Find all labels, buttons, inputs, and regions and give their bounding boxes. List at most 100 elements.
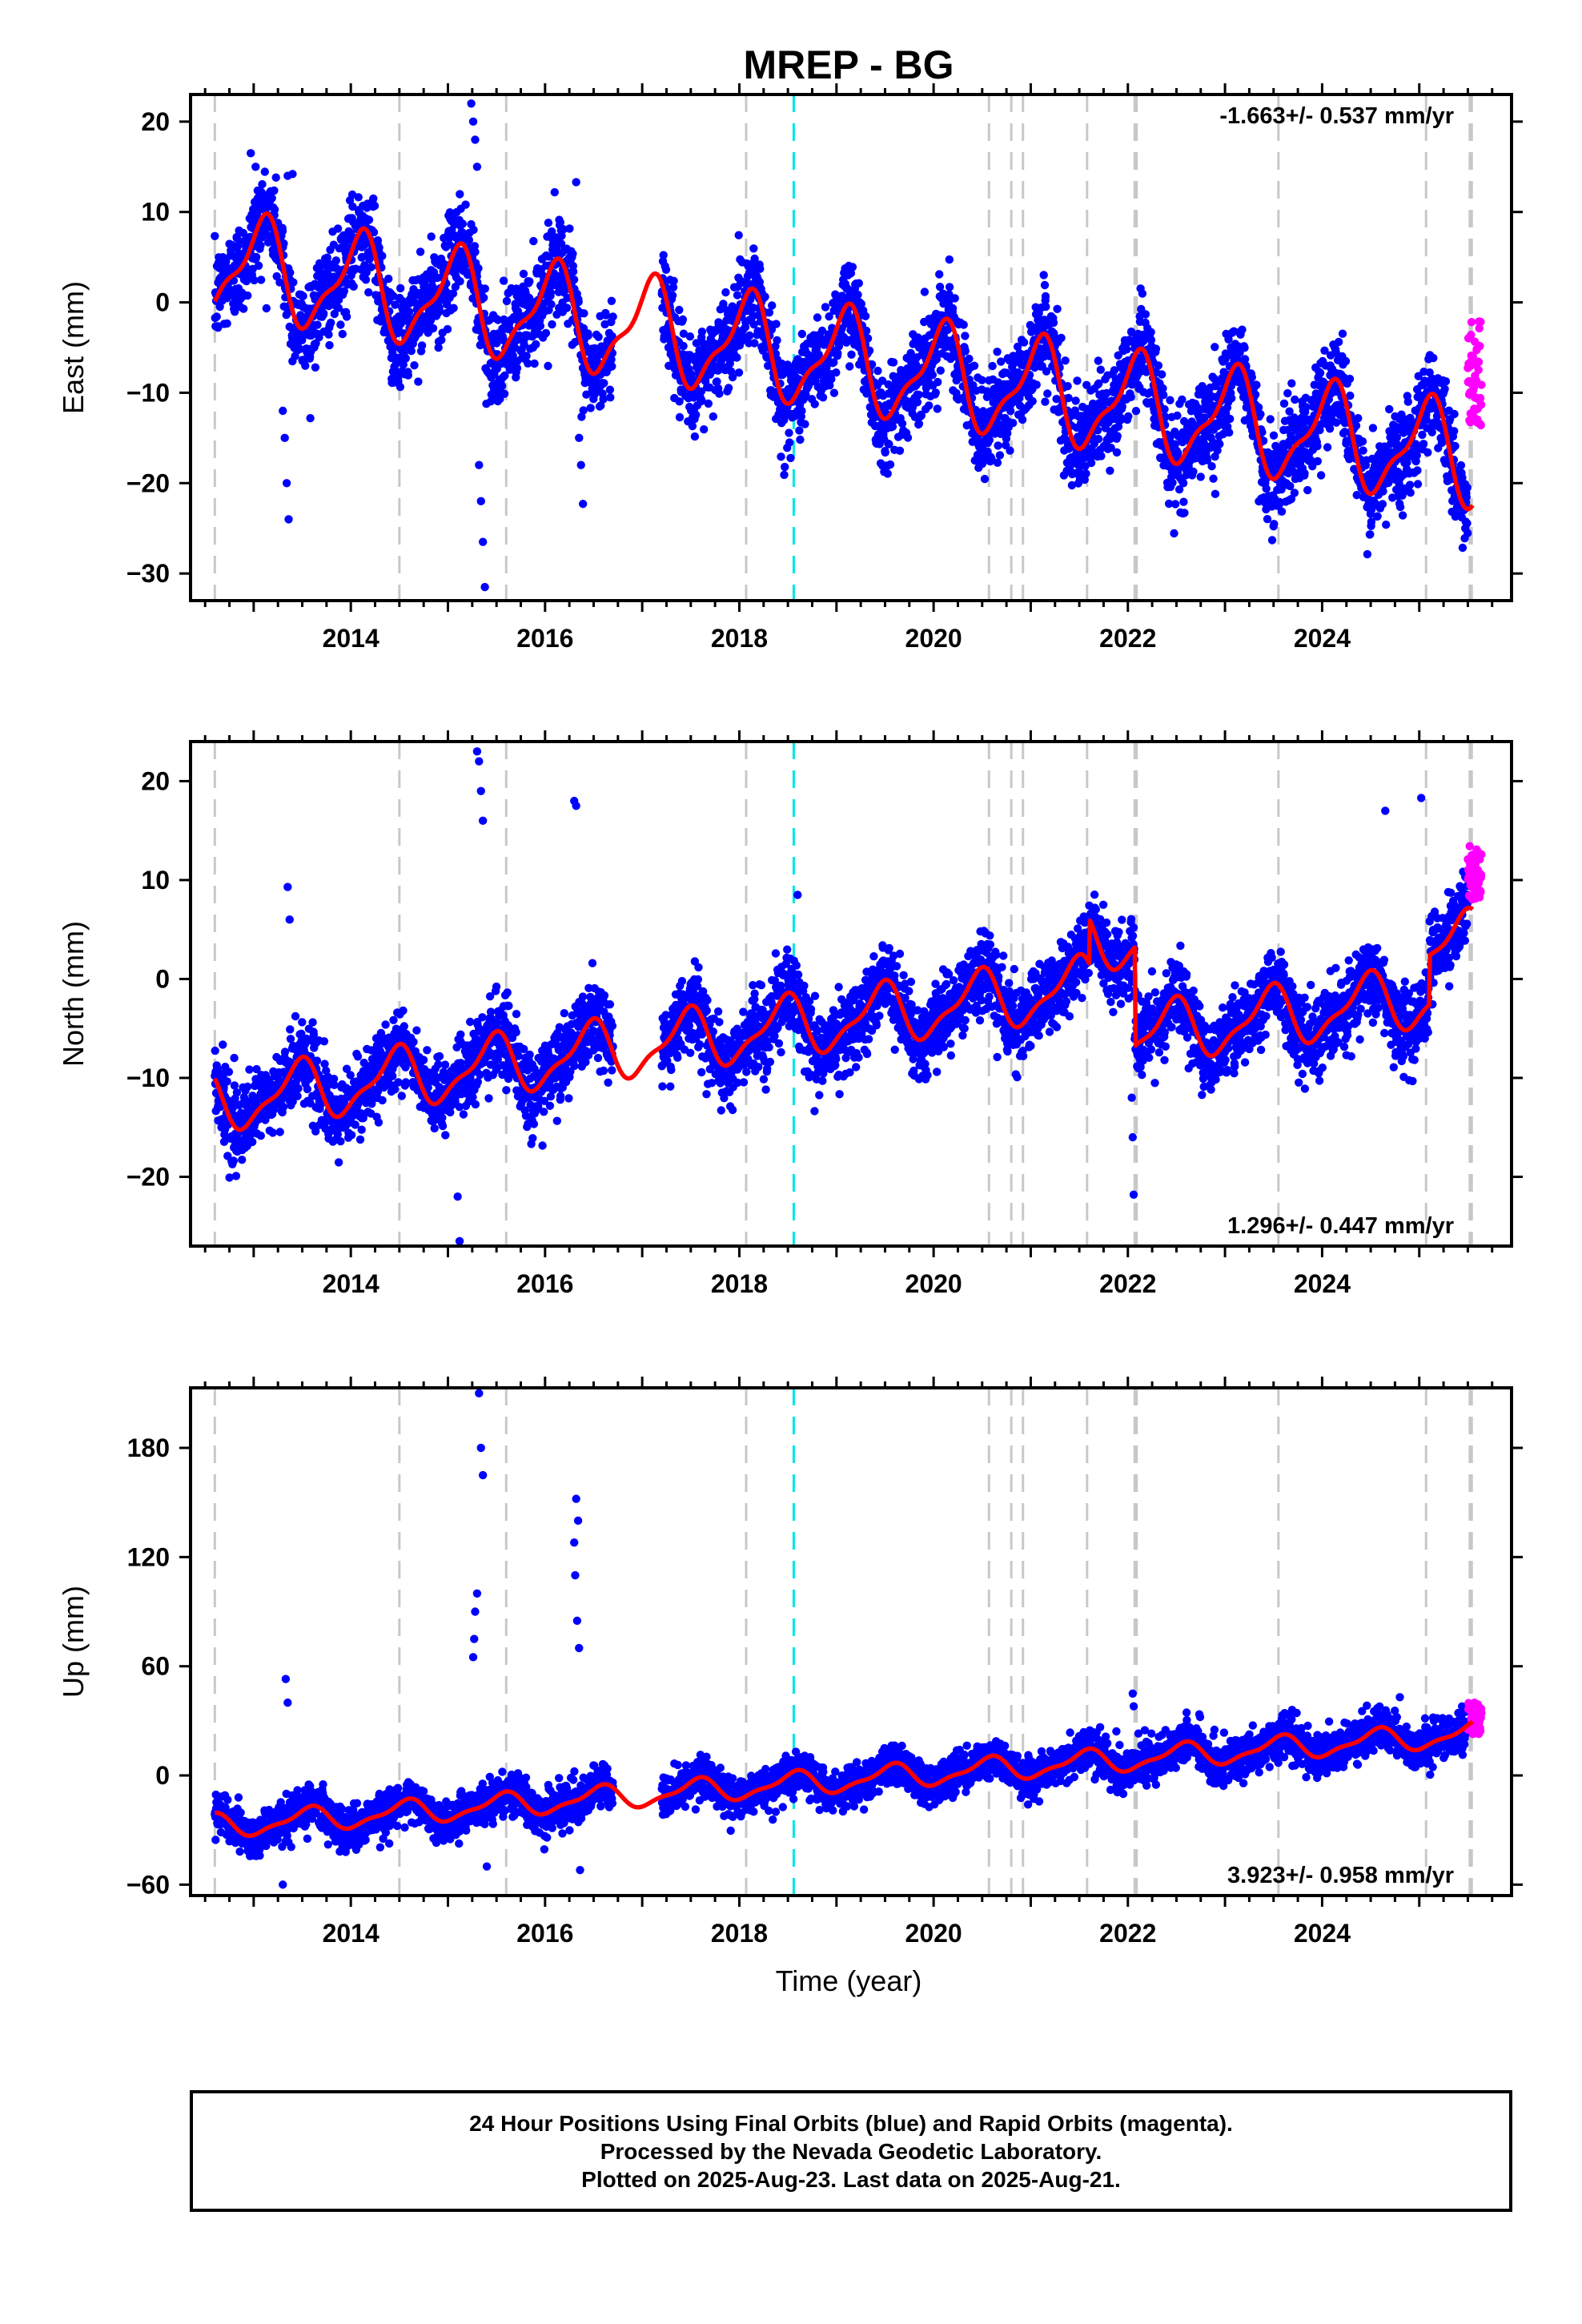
data-point — [223, 1077, 231, 1086]
data-point — [520, 340, 528, 349]
data-point — [250, 275, 259, 285]
data-point — [608, 312, 617, 321]
data-point — [256, 1132, 265, 1140]
data-point — [1063, 382, 1072, 391]
data-point — [750, 339, 759, 348]
data-point — [596, 401, 605, 410]
x-tick-label: 2020 — [905, 624, 962, 653]
data-point — [270, 186, 279, 195]
data-point — [932, 355, 942, 364]
data-point — [1053, 304, 1062, 313]
data-point — [745, 331, 754, 340]
data-point — [559, 225, 568, 234]
data-point — [1266, 415, 1275, 424]
data-point — [1158, 370, 1166, 379]
data-point — [959, 320, 968, 329]
data-point — [1247, 372, 1257, 382]
data-point — [458, 219, 468, 228]
data-point — [1378, 500, 1387, 509]
data-point — [1178, 395, 1186, 404]
x-tick-label: 2024 — [1294, 624, 1351, 653]
data-point — [906, 348, 915, 358]
outlier-point — [282, 479, 291, 488]
data-point — [765, 308, 774, 317]
data-point — [810, 400, 819, 408]
data-point — [931, 388, 941, 397]
data-point — [995, 451, 1005, 460]
data-point — [230, 1081, 239, 1090]
data-point — [734, 231, 743, 239]
data-point — [845, 362, 854, 371]
data-point — [391, 300, 400, 309]
data-point — [299, 292, 307, 300]
outlier-point — [467, 99, 476, 108]
data-point — [334, 304, 343, 312]
data-point — [1207, 462, 1216, 471]
data-point — [480, 284, 489, 293]
data-point — [512, 364, 522, 372]
figure-title: MREP - BG — [744, 42, 954, 87]
data-point — [579, 406, 588, 415]
data-point — [925, 401, 934, 410]
data-point — [944, 298, 954, 307]
data-point — [1419, 440, 1428, 448]
data-point — [238, 1156, 247, 1164]
data-point — [1225, 428, 1234, 437]
data-point — [1189, 467, 1198, 476]
data-point — [833, 348, 842, 358]
data-point — [375, 243, 383, 252]
data-point — [795, 426, 804, 435]
data-point — [1240, 344, 1249, 352]
data-point — [863, 334, 873, 343]
data-point — [1159, 391, 1168, 400]
data-point — [384, 274, 393, 283]
data-point — [565, 224, 574, 233]
data-point — [577, 412, 586, 421]
y-tick-label: 20 — [141, 107, 170, 136]
data-point — [448, 289, 458, 298]
data-point — [315, 333, 323, 342]
data-point — [1032, 380, 1041, 389]
data-point — [280, 1047, 290, 1056]
data-point — [278, 227, 287, 235]
data-point — [848, 263, 857, 271]
data-point — [1366, 530, 1375, 539]
data-point — [608, 362, 616, 371]
data-point — [825, 381, 834, 390]
data-point — [724, 384, 733, 392]
data-point — [396, 283, 405, 293]
data-point — [1405, 480, 1415, 489]
data-point — [1146, 328, 1155, 336]
data-point — [700, 425, 709, 434]
data-point — [474, 263, 483, 273]
data-point — [239, 228, 248, 238]
data-point — [1423, 448, 1432, 457]
data-point — [584, 331, 592, 340]
data-point — [1325, 424, 1335, 433]
data-point — [1028, 396, 1037, 406]
data-point — [396, 383, 405, 392]
data-point — [607, 355, 616, 364]
data-point — [993, 348, 1002, 356]
data-point — [600, 379, 608, 388]
data-point — [544, 252, 554, 261]
data-point — [1463, 483, 1472, 493]
data-point — [1227, 394, 1236, 403]
outlier-point — [472, 163, 482, 171]
data-point — [1359, 446, 1367, 455]
data-point — [1041, 397, 1050, 406]
data-point — [721, 287, 730, 297]
data-point — [1042, 302, 1050, 312]
data-point — [1057, 333, 1066, 343]
data-point — [1406, 489, 1415, 497]
data-point — [1178, 479, 1188, 488]
data-point — [1041, 292, 1050, 301]
x-tick-label: 2022 — [1099, 624, 1156, 653]
data-point — [410, 361, 419, 370]
data-point — [980, 474, 990, 484]
data-point — [1009, 419, 1018, 428]
data-point — [786, 453, 795, 463]
data-point — [961, 347, 970, 356]
outlier-point — [284, 515, 293, 524]
